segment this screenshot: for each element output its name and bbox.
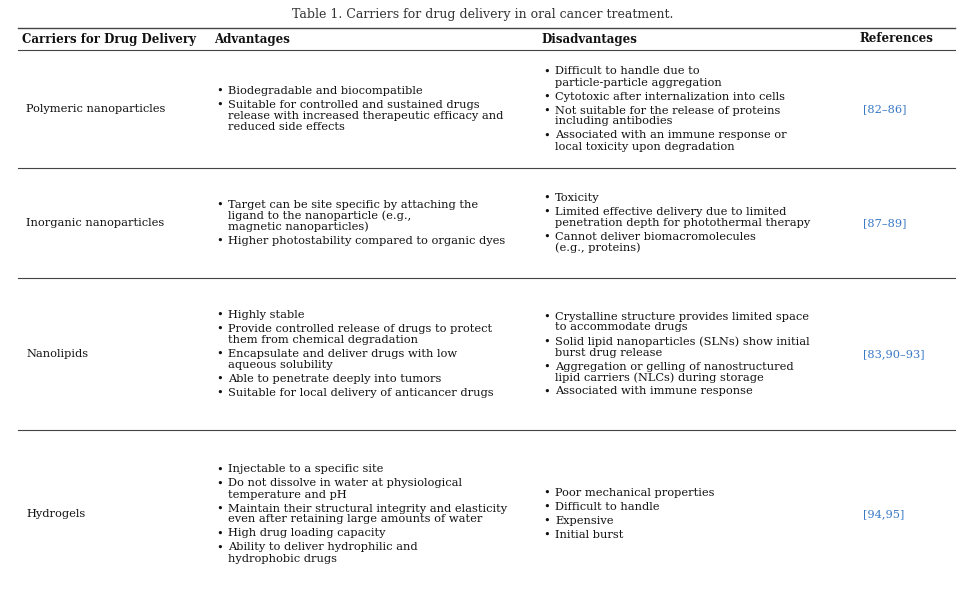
Text: [94,95]: [94,95] (863, 509, 904, 519)
Text: [87–89]: [87–89] (863, 218, 906, 228)
Text: Table 1. Carriers for drug delivery in oral cancer treatment.: Table 1. Carriers for drug delivery in o… (293, 8, 673, 21)
Text: •: • (216, 236, 223, 246)
Text: Crystalline structure provides limited space: Crystalline structure provides limited s… (555, 312, 809, 322)
Text: Polymeric nanoparticles: Polymeric nanoparticles (26, 104, 165, 114)
Text: Expensive: Expensive (555, 516, 613, 526)
Text: Associated with immune response: Associated with immune response (555, 386, 753, 396)
Text: •: • (543, 362, 550, 371)
Text: Provide controlled release of drugs to protect: Provide controlled release of drugs to p… (228, 324, 492, 334)
Text: Difficult to handle due to: Difficult to handle due to (555, 66, 699, 76)
Text: •: • (543, 106, 550, 115)
Text: Poor mechanical properties: Poor mechanical properties (555, 488, 715, 498)
Text: •: • (543, 502, 550, 512)
Text: •: • (543, 530, 550, 540)
Text: Initial burst: Initial burst (555, 530, 623, 540)
Text: Advantages: Advantages (214, 32, 290, 45)
Text: Able to penetrate deeply into tumors: Able to penetrate deeply into tumors (228, 374, 441, 384)
Text: release with increased therapeutic efficacy and: release with increased therapeutic effic… (228, 111, 503, 121)
Text: Associated with an immune response or: Associated with an immune response or (555, 131, 786, 140)
Text: Aggregation or gelling of nanostructured: Aggregation or gelling of nanostructured (555, 362, 794, 371)
Text: Difficult to handle: Difficult to handle (555, 502, 660, 512)
Text: •: • (216, 543, 223, 552)
Text: •: • (216, 324, 223, 334)
Text: reduced side effects: reduced side effects (228, 122, 345, 132)
Text: References: References (859, 32, 933, 45)
Text: •: • (216, 310, 223, 320)
Text: lipid carriers (NLCs) during storage: lipid carriers (NLCs) during storage (555, 372, 764, 383)
Text: to accommodate drugs: to accommodate drugs (555, 322, 688, 333)
Text: •: • (543, 91, 550, 101)
Text: Nanolipids: Nanolipids (26, 349, 88, 359)
Text: •: • (216, 388, 223, 398)
Text: temperature and pH: temperature and pH (228, 490, 347, 500)
Text: Cytotoxic after internalization into cells: Cytotoxic after internalization into cel… (555, 91, 785, 101)
Text: including antibodies: including antibodies (555, 116, 672, 127)
Text: •: • (543, 232, 550, 242)
Text: Do not dissolve in water at physiological: Do not dissolve in water at physiologica… (228, 479, 462, 488)
Text: •: • (543, 386, 550, 396)
Text: Biodegradable and biocompatible: Biodegradable and biocompatible (228, 86, 423, 96)
Text: penetration depth for photothermal therapy: penetration depth for photothermal thera… (555, 218, 810, 228)
Text: hydrophobic drugs: hydrophobic drugs (228, 553, 337, 564)
Text: •: • (216, 374, 223, 384)
Text: Limited effective delivery due to limited: Limited effective delivery due to limite… (555, 207, 786, 217)
Text: Solid lipid nanoparticles (SLNs) show initial: Solid lipid nanoparticles (SLNs) show in… (555, 336, 810, 347)
Text: (e.g., proteins): (e.g., proteins) (555, 243, 640, 253)
Text: Not suitable for the release of proteins: Not suitable for the release of proteins (555, 106, 781, 115)
Text: High drug loading capacity: High drug loading capacity (228, 528, 385, 538)
Text: magnetic nanoparticles): magnetic nanoparticles) (228, 221, 369, 232)
Text: Maintain their structural integrity and elasticity: Maintain their structural integrity and … (228, 503, 507, 513)
Text: Injectable to a specific site: Injectable to a specific site (228, 464, 384, 475)
Text: •: • (543, 131, 550, 140)
Text: Hydrogels: Hydrogels (26, 509, 85, 519)
Text: •: • (216, 349, 223, 359)
Text: Disadvantages: Disadvantages (541, 32, 637, 45)
Text: •: • (216, 86, 223, 96)
Text: Ability to deliver hydrophilic and: Ability to deliver hydrophilic and (228, 543, 417, 552)
Text: them from chemical degradation: them from chemical degradation (228, 335, 418, 345)
Text: •: • (543, 337, 550, 346)
Text: local toxicity upon degradation: local toxicity upon degradation (555, 141, 734, 152)
Text: Highly stable: Highly stable (228, 310, 304, 320)
Text: •: • (216, 528, 223, 538)
Text: •: • (543, 516, 550, 526)
Text: •: • (543, 193, 550, 203)
Text: [83,90–93]: [83,90–93] (863, 349, 924, 359)
Text: Target can be site specific by attaching the: Target can be site specific by attaching… (228, 200, 478, 210)
Text: •: • (216, 200, 223, 210)
Text: •: • (216, 464, 223, 475)
Text: even after retaining large amounts of water: even after retaining large amounts of wa… (228, 515, 482, 525)
Text: •: • (543, 488, 550, 498)
Text: •: • (543, 312, 550, 322)
Text: burst drug release: burst drug release (555, 347, 663, 358)
Text: Toxicity: Toxicity (555, 193, 600, 203)
Text: •: • (543, 207, 550, 217)
Text: aqueous solubility: aqueous solubility (228, 360, 332, 370)
Text: Inorganic nanoparticles: Inorganic nanoparticles (26, 218, 164, 228)
Text: Cannot deliver biomacromolecules: Cannot deliver biomacromolecules (555, 232, 755, 242)
Text: Carriers for Drug Delivery: Carriers for Drug Delivery (22, 32, 196, 45)
Text: •: • (543, 66, 550, 76)
Text: •: • (216, 100, 223, 110)
Text: particle-particle aggregation: particle-particle aggregation (555, 78, 722, 88)
Text: Encapsulate and deliver drugs with low: Encapsulate and deliver drugs with low (228, 349, 457, 359)
Text: Suitable for controlled and sustained drugs: Suitable for controlled and sustained dr… (228, 100, 480, 110)
Text: •: • (216, 479, 223, 488)
Text: ligand to the nanoparticle (e.g.,: ligand to the nanoparticle (e.g., (228, 211, 412, 221)
Text: [82–86]: [82–86] (863, 104, 906, 114)
Text: Higher photostability compared to organic dyes: Higher photostability compared to organi… (228, 236, 505, 246)
Text: •: • (216, 503, 223, 513)
Text: Suitable for local delivery of anticancer drugs: Suitable for local delivery of anticance… (228, 388, 494, 398)
